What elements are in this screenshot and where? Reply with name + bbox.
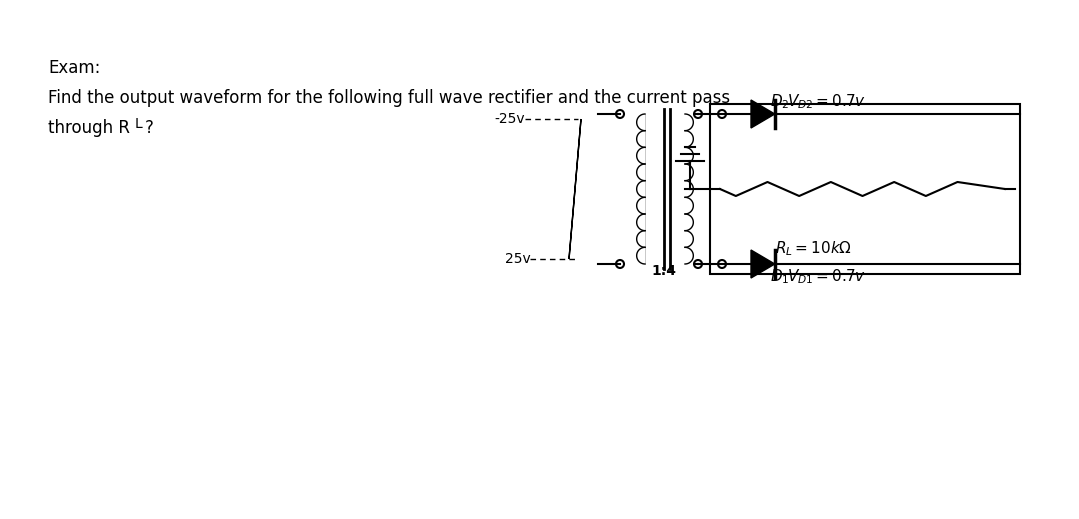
Bar <box>710 104 1020 274</box>
Text: Exam:: Exam: <box>47 59 100 77</box>
Text: ?: ? <box>145 119 154 137</box>
Text: $D_2$: $D_2$ <box>770 92 790 111</box>
Text: $R_L= 10k\Omega$: $R_L= 10k\Omega$ <box>775 239 852 258</box>
Text: -25v: -25v <box>494 112 524 126</box>
Text: Find the output waveform for the following full wave rectifier and the current p: Find the output waveform for the followi… <box>47 89 730 107</box>
Text: L: L <box>135 117 142 131</box>
Text: $D_1$: $D_1$ <box>770 267 790 286</box>
Polygon shape <box>751 250 775 278</box>
Text: 1:4: 1:4 <box>652 264 677 278</box>
Polygon shape <box>751 100 775 128</box>
Text: through R: through R <box>47 119 129 137</box>
Text: 25v: 25v <box>505 252 531 266</box>
Text: $V_{D2}= 0.7v$: $V_{D2}= 0.7v$ <box>787 92 866 111</box>
Text: $V_{D1}= 0.7v$: $V_{D1}= 0.7v$ <box>787 267 866 286</box>
